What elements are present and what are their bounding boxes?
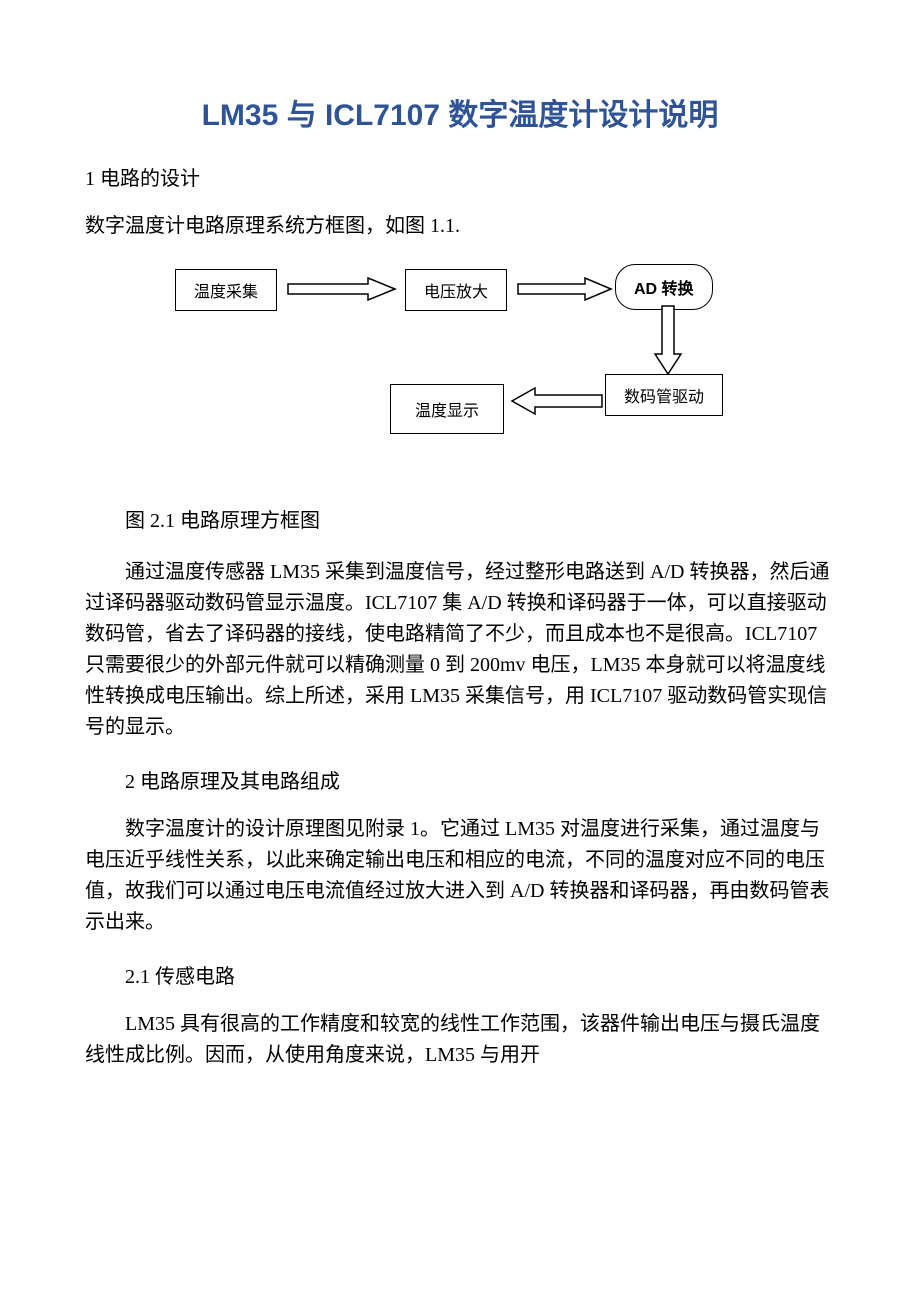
section-2-1-body: LM35 具有很高的工作精度和较宽的线性工作范围，该器件输出电压与摄氏温度线性成… [85, 1009, 835, 1071]
arrow-icon [283, 276, 398, 302]
section-2-heading: 2 电路原理及其电路组成 [85, 765, 835, 794]
section-2-body: 数字温度计的设计原理图见附录 1。它通过 LM35 对温度进行采集，通过温度与电… [85, 814, 835, 938]
section-1-body: 通过温度传感器 LM35 采集到温度信号，经过整形电路送到 A/D 转换器，然后… [85, 557, 835, 743]
flowchart-node-temperature-display: 温度显示 [390, 384, 504, 434]
flowchart-node-segment-driver: 数码管驱动 [605, 374, 723, 416]
flowchart-node-voltage-amplify: 电压放大 [405, 269, 507, 311]
arrow-icon [653, 304, 683, 376]
section-1-intro: 数字温度计电路原理系统方框图，如图 1.1. [85, 211, 835, 242]
arrow-icon [513, 276, 613, 302]
section-1-heading: 1 电路的设计 [85, 162, 835, 191]
arrow-icon [510, 386, 605, 416]
flowchart-node-temperature-collect: 温度采集 [175, 269, 277, 311]
document-title: LM35 与 ICL7107 数字温度计设计说明 [85, 90, 835, 134]
section-2-1-heading: 2.1 传感电路 [85, 960, 835, 989]
diagram-caption: 图 2.1 电路原理方框图 [85, 504, 835, 533]
flowchart-diagram: 温度采集 电压放大 AD 转换 数码管驱动 温度显示 [175, 264, 735, 464]
